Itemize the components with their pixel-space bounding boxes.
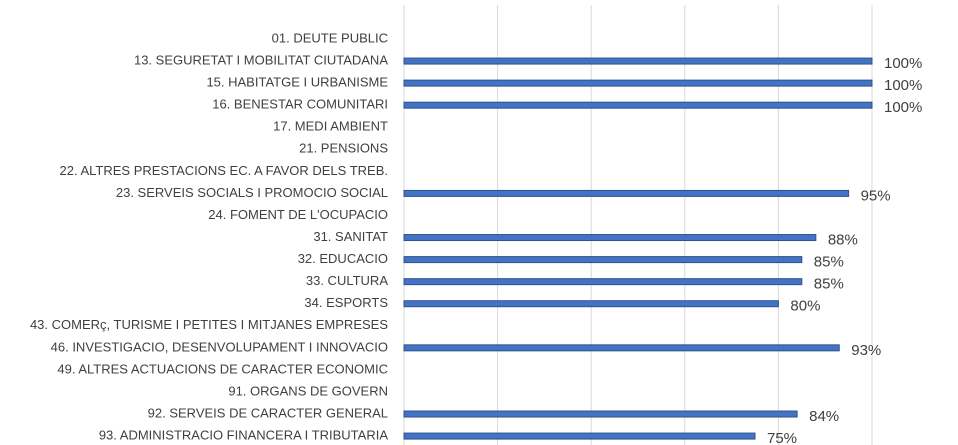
value-label: 75% (767, 430, 797, 445)
bar (403, 278, 803, 286)
category-label: 49. ALTRES ACTUACIONS DE CARACTER ECONOM… (57, 361, 388, 376)
value-label: 85% (814, 276, 844, 293)
category-label: 16. BENESTAR COMUNITARI (212, 97, 388, 112)
value-label: 100% (884, 77, 922, 94)
value-label: 93% (851, 342, 881, 359)
value-label: 85% (814, 254, 844, 271)
category-label: 93. ADMINISTRACIO FINANCERA I TRIBUTARIA (99, 428, 389, 443)
bar (403, 234, 817, 242)
category-label: 92. SERVEIS DE CARACTER GENERAL (148, 405, 388, 420)
category-label: 22. ALTRES PRESTACIONS EC. A FAVOR DELS … (60, 163, 388, 178)
bar (403, 101, 873, 109)
category-label: 13. SEGURETAT I MOBILITAT CIUTADANA (134, 52, 388, 67)
category-label: 32. EDUCACIO (298, 251, 388, 266)
category-label: 43. COMERç, TURISME I PETITES I MITJANES… (30, 317, 388, 332)
bar (403, 410, 798, 418)
category-label: 01. DEUTE PUBLIC (272, 30, 388, 45)
bar (403, 189, 850, 197)
bar (403, 57, 873, 65)
category-label: 17. MEDI AMBIENT (273, 119, 388, 134)
bar (403, 256, 803, 264)
value-label: 95% (861, 187, 891, 204)
category-label: 91. ORGANS DE GOVERN (228, 383, 388, 398)
category-label: 31. SANITAT (313, 229, 388, 244)
value-label: 100% (884, 55, 922, 72)
category-label: 33. CULTURA (306, 273, 388, 288)
category-label: 23. SERVEIS SOCIALS I PROMOCIO SOCIAL (116, 185, 388, 200)
value-label: 84% (809, 408, 839, 425)
category-label: 24. FOMENT DE L'OCUPACIO (208, 207, 388, 222)
category-label: 21. PENSIONS (299, 141, 388, 156)
value-label: 80% (790, 298, 820, 315)
bar (403, 300, 779, 308)
category-label: 46. INVESTIGACIO, DESENVOLUPAMENT I INNO… (51, 339, 388, 354)
bar (403, 432, 756, 440)
bar (403, 79, 873, 87)
category-label: 15. HABITATGE I URBANISME (206, 75, 388, 90)
value-label: 100% (884, 99, 922, 116)
bar (403, 344, 840, 352)
category-label: 34. ESPORTS (304, 295, 388, 310)
value-label: 88% (828, 232, 858, 249)
